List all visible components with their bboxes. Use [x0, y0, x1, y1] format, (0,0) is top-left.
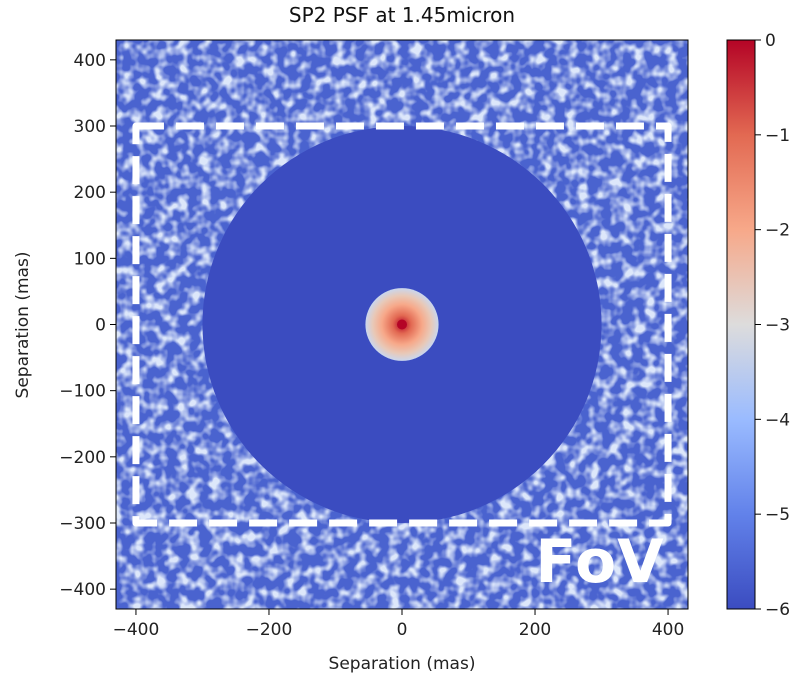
colorbar-tick-label: −1: [765, 126, 790, 146]
colorbar-tick-label: −5: [765, 505, 790, 525]
fov-label: FoV: [535, 527, 664, 597]
fov-outline: [132, 122, 672, 527]
y-tick-label: 300: [74, 117, 106, 137]
colorbar-tick-label: −4: [765, 410, 790, 430]
x-tick-label: −200: [246, 620, 293, 640]
y-tick-label: 200: [74, 183, 106, 203]
y-tick-label: −100: [59, 382, 106, 402]
x-tick-label: 400: [652, 620, 684, 640]
x-axis-label: Separation (mas): [329, 654, 476, 674]
y-tick-label: 400: [74, 51, 106, 71]
colorbar-tick-label: −3: [765, 316, 790, 336]
chart-title: SP2 PSF at 1.45micron: [289, 3, 515, 27]
plot-area: [116, 40, 688, 609]
colorbar-tick-label: 0: [765, 31, 776, 51]
y-tick-label: 0: [95, 316, 106, 336]
colorbar-ticks: 0 −1 −2 −3 −4 −5 −6: [755, 31, 790, 620]
y-tick-label: −300: [59, 514, 106, 534]
y-tick-label: −400: [59, 580, 106, 600]
y-axis-label: Separation (mas): [13, 252, 33, 399]
y-axis-ticks: 400 300 200 100 0 −100 −200 −300 −400: [59, 51, 116, 600]
colorbar: [726, 39, 756, 610]
x-axis-ticks: −400 −200 0 200 400: [113, 609, 684, 640]
colorbar-tick-label: −2: [765, 221, 790, 241]
y-tick-label: 100: [74, 249, 106, 269]
colorbar-tick-label: −6: [765, 600, 790, 620]
x-tick-label: −400: [113, 620, 160, 640]
x-tick-label: 200: [519, 620, 551, 640]
y-tick-label: −200: [59, 448, 106, 468]
x-tick-label: 0: [397, 620, 408, 640]
psf-peak: [397, 319, 407, 330]
